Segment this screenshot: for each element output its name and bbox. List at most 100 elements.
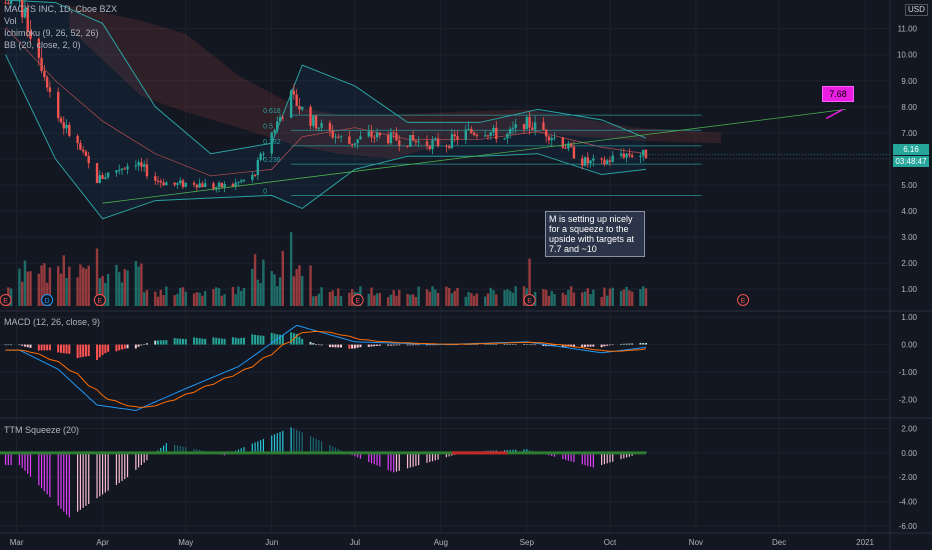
y-tick-label: 10.00: [897, 51, 918, 60]
volume-bar: [581, 292, 584, 306]
candle: [542, 122, 545, 130]
macd-histogram-bar: [348, 344, 351, 349]
target-label[interactable]: 7.68: [822, 86, 854, 102]
analysis-note[interactable]: M is setting up nicely for a squeeze to …: [545, 211, 645, 257]
volume-bar: [622, 289, 626, 306]
macd-histogram-bar: [467, 344, 470, 345]
ttm-legend[interactable]: TTM Squeeze (20): [4, 425, 80, 435]
candle: [642, 149, 645, 156]
volume-bar: [217, 288, 221, 306]
volume-bar: [9, 288, 13, 306]
macd-histogram-bar: [298, 336, 301, 345]
volume-bar: [289, 232, 293, 306]
volume-bar: [154, 291, 157, 306]
trendline[interactable]: [102, 108, 890, 204]
macd-histogram-bar: [254, 334, 257, 345]
volume-bar: [503, 290, 506, 306]
macd-legend[interactable]: MACD (12, 26, close, 9): [4, 317, 101, 327]
candle: [7, 2, 10, 4]
volume-bar: [561, 292, 565, 306]
candle: [395, 133, 398, 141]
candle: [242, 179, 246, 181]
candle: [581, 158, 584, 166]
volume-bar: [220, 295, 224, 306]
macd-histogram-bar: [337, 344, 340, 348]
macd-histogram-bar: [378, 344, 381, 346]
candle: [503, 138, 506, 140]
cloud-area: [69, 5, 721, 159]
macd-histogram-bar: [96, 344, 99, 360]
volume-bar: [514, 286, 517, 306]
macd-histogram-bar: [572, 344, 575, 347]
candle: [428, 145, 431, 150]
candle: [414, 140, 418, 143]
candle: [43, 71, 46, 78]
candle: [386, 135, 390, 144]
candle: [544, 129, 548, 137]
macd-histogram-bar: [57, 344, 60, 353]
macd-histogram-bar: [281, 335, 284, 345]
macd-histogram-bar: [495, 344, 498, 345]
candle: [533, 122, 537, 130]
macd-histogram-bar: [486, 344, 489, 345]
volume-bar: [411, 294, 415, 306]
volume-bar: [511, 292, 515, 306]
macd-histogram-bar: [312, 343, 315, 345]
candle: [68, 124, 71, 136]
macd-histogram-bar: [511, 344, 514, 345]
volume-bar: [262, 259, 265, 306]
macd-histogram-bar: [68, 344, 71, 354]
macd-histogram-bar: [37, 344, 40, 351]
macd-histogram-bar: [65, 344, 68, 354]
y-tick-label: 3.00: [901, 233, 917, 242]
macd-histogram-bar: [315, 344, 318, 345]
candle: [411, 134, 415, 141]
candle: [492, 127, 495, 133]
candle: [4, 2, 7, 4]
volume-bar: [337, 288, 340, 306]
candle: [583, 157, 587, 166]
volume-bar: [37, 273, 41, 306]
x-tick-label: May: [178, 538, 193, 547]
macd-histogram-bar: [240, 337, 243, 345]
macd-histogram-bar: [359, 344, 362, 348]
bb-fill: [5, 0, 647, 219]
candle: [484, 135, 487, 137]
macd-histogram-bar: [279, 334, 282, 345]
candle: [409, 134, 412, 147]
volume-bar: [201, 295, 204, 306]
candle: [447, 146, 451, 148]
macd-histogram-bar: [157, 340, 160, 345]
y-tick-label: 8.00: [901, 103, 917, 112]
macd-histogram-bar: [589, 344, 592, 347]
candle: [600, 158, 603, 160]
volume-bar: [123, 269, 126, 306]
candle: [59, 118, 63, 123]
candle: [98, 175, 102, 183]
volume-bar: [464, 296, 467, 306]
volume-bar: [436, 292, 440, 306]
vol-legend[interactable]: Vol: [4, 16, 17, 26]
currency-label[interactable]: USD: [905, 4, 928, 16]
macd-histogram-bar: [340, 344, 343, 348]
volume-bar: [126, 270, 129, 306]
volume-bar: [231, 286, 235, 306]
volume-bar: [378, 292, 382, 306]
bb-legend[interactable]: BB (20, close, 2, 0): [4, 40, 81, 50]
symbol-legend[interactable]: MACYS INC, 1D, Cboe BZX: [4, 4, 118, 14]
x-tick-label: Jul: [350, 538, 360, 547]
volume-bar: [409, 294, 412, 306]
candle: [118, 169, 121, 171]
volume-bar: [106, 273, 110, 306]
candle: [289, 90, 293, 118]
ichimoku-legend[interactable]: Ichimoku (9, 26, 52, 26): [4, 28, 99, 38]
volume-bar: [370, 287, 373, 306]
candle: [367, 131, 370, 137]
macd-histogram-bar: [412, 344, 415, 346]
macd-histogram-bar: [561, 344, 564, 347]
macd-histogram-bar: [195, 337, 198, 345]
event-marker: [351, 294, 364, 306]
volume-bar: [445, 286, 448, 306]
candle: [179, 180, 182, 184]
